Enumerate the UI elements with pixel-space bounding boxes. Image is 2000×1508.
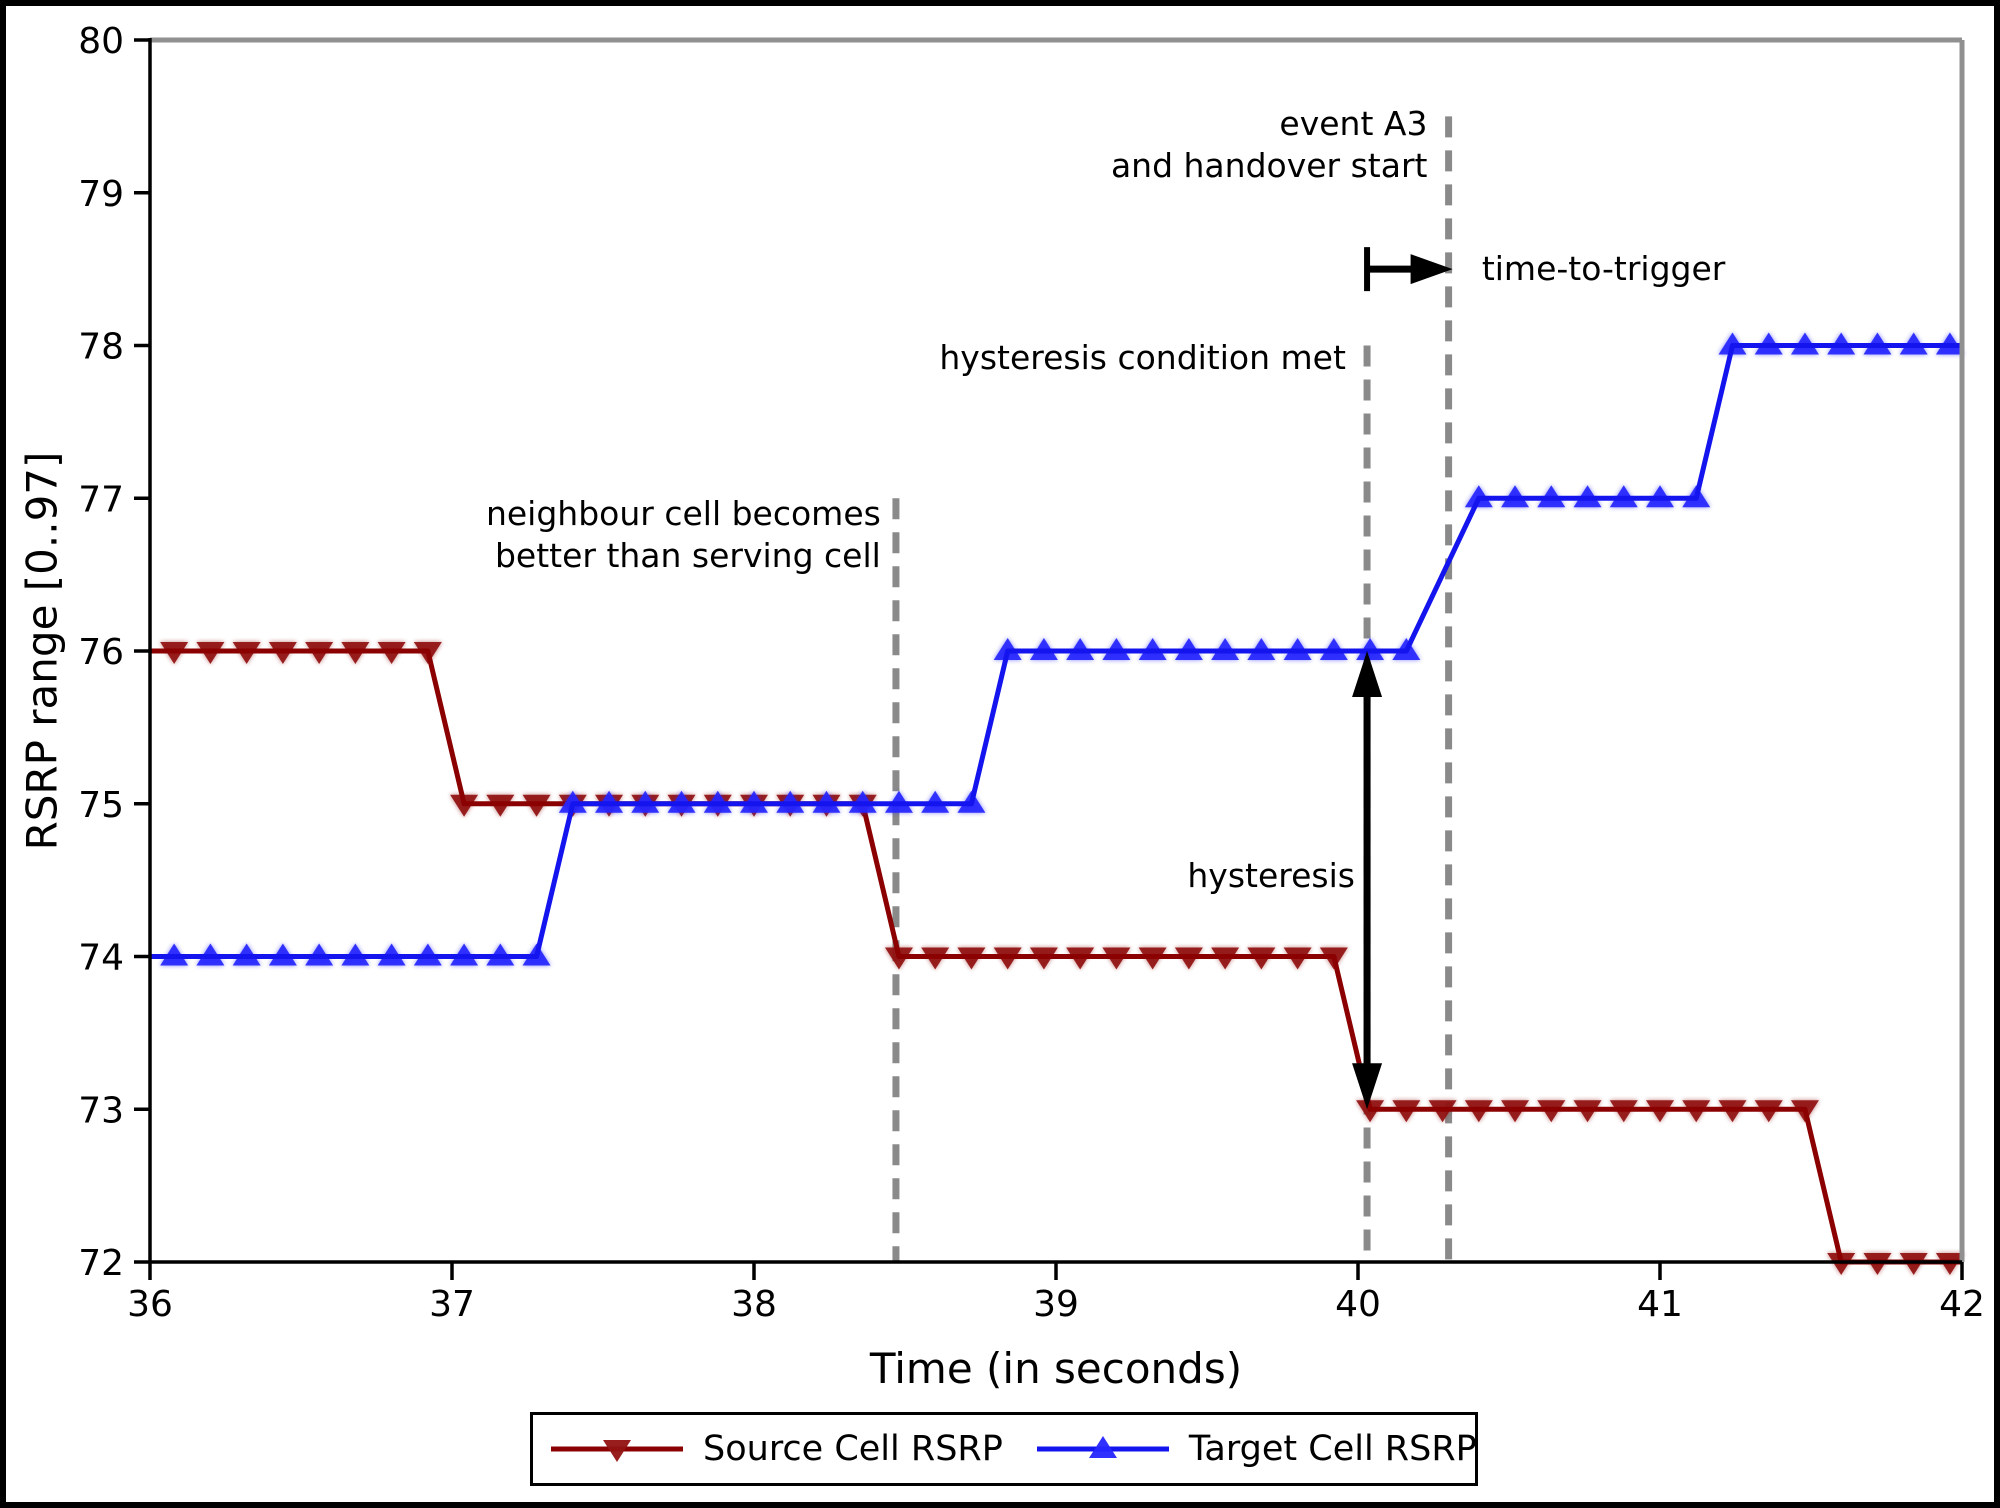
legend-entry-target-cell: Target Cell RSRP [1033, 1429, 1477, 1469]
legend-label-target-cell: Target Cell RSRP [1188, 1429, 1477, 1469]
time-to-trigger-arrow [1364, 247, 1453, 292]
x-axis-title: Time (in seconds) [869, 1344, 1243, 1393]
y-tick-label-80: 80 [78, 21, 124, 62]
legend-entry-source-cell: Source Cell RSRP [547, 1429, 1003, 1469]
annotation-event-a3-label: event A3 and handover start [1110, 104, 1428, 185]
y-tick-label-75: 75 [78, 785, 124, 826]
x-tick-label-41: 41 [1637, 1284, 1683, 1325]
y-tick-label-78: 78 [78, 327, 124, 368]
x-tick-label-37: 37 [429, 1284, 475, 1325]
target-cell-line [150, 343, 1962, 959]
x-tick-label-36: 36 [127, 1284, 173, 1325]
x-tick-label-40: 40 [1335, 1284, 1381, 1325]
target-cell-legend-sample [1036, 1436, 1169, 1458]
source-cell-line [150, 648, 1962, 1265]
y-tick-label-72: 72 [78, 1243, 124, 1284]
legend-label-source-cell: Source Cell RSRP [703, 1429, 1003, 1469]
legend: Source Cell RSRP Target Cell RSRP [530, 1412, 1478, 1486]
y-ticks: 72 73 74 75 76 77 78 79 80 [78, 21, 150, 1284]
hysteresis-arrow [1352, 651, 1383, 1110]
y-tick-label-76: 76 [78, 632, 124, 673]
x-tick-label-39: 39 [1033, 1284, 1079, 1325]
y-tick-label-77: 77 [78, 479, 124, 520]
annotation-neighbour-better-label: neighbour cell becomes better than servin… [485, 493, 881, 575]
x-tick-label-42: 42 [1939, 1284, 1985, 1325]
y-tick-label-74: 74 [78, 938, 124, 979]
annotation-hysteresis-met-label: hysteresis condition met [939, 337, 1346, 377]
annotation-time-to-trigger-label: time-to-trigger [1481, 249, 1726, 289]
x-tick-label-38: 38 [731, 1284, 777, 1325]
x-ticks: 36 37 38 39 40 41 42 [127, 1262, 1985, 1325]
y-tick-label-79: 79 [78, 174, 124, 215]
y-axis-title: RSRP range [0..97] [17, 451, 67, 851]
y-tick-label-73: 73 [78, 1090, 124, 1131]
annotation-hysteresis-label: hysteresis [1187, 855, 1355, 895]
source-cell-legend-sample [551, 1440, 683, 1462]
